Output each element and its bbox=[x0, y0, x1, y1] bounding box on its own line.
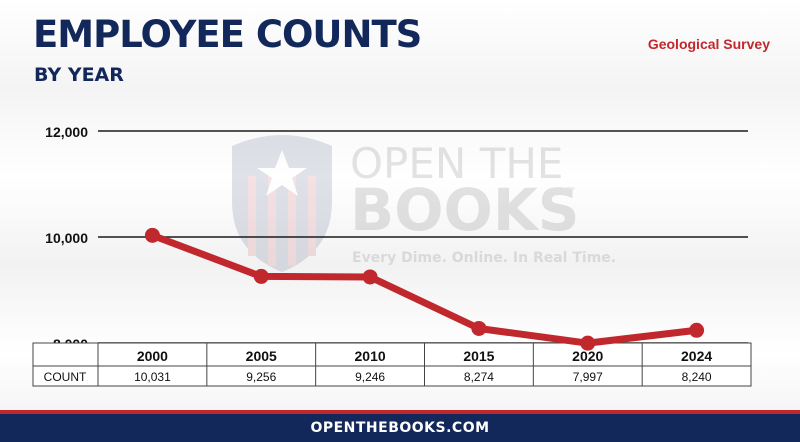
data-point bbox=[471, 320, 487, 336]
agency-label: Geological Survey bbox=[647, 36, 770, 52]
x-tick-label: 2000 bbox=[137, 348, 168, 364]
data-label: 9,246 bbox=[355, 370, 385, 384]
data-label: 9,256 bbox=[246, 370, 276, 384]
footer-bar: OPENTHEBOOKS.COM bbox=[0, 410, 800, 442]
chart-subtitle: BY YEAR bbox=[34, 64, 124, 86]
x-tick-label: 2024 bbox=[681, 348, 712, 364]
y-tick-label: 12,000 bbox=[45, 124, 88, 140]
data-point bbox=[144, 227, 160, 243]
data-label: 8,274 bbox=[464, 370, 494, 384]
chart-title: EMPLOYEE COUNTS bbox=[33, 13, 422, 56]
data-point bbox=[362, 269, 378, 285]
x-tick-label: 2015 bbox=[463, 348, 494, 364]
footer-link[interactable]: OPENTHEBOOKS.COM bbox=[310, 420, 490, 436]
watermark-line1: OPEN THE bbox=[350, 139, 563, 188]
y-tick-label: 10,000 bbox=[45, 230, 88, 246]
data-table bbox=[32, 342, 752, 387]
x-tick-label: 2005 bbox=[246, 348, 277, 364]
data-point bbox=[253, 268, 269, 284]
table-row-label: COUNT bbox=[44, 370, 87, 384]
x-tick-label: 2020 bbox=[572, 348, 603, 364]
data-point bbox=[689, 322, 705, 338]
data-label: 7,997 bbox=[573, 370, 603, 384]
data-label: 10,031 bbox=[134, 370, 171, 384]
x-tick-label: 2010 bbox=[355, 348, 386, 364]
watermark-tagline: Every Dime. Online. In Real Time. bbox=[352, 250, 616, 266]
watermark-trademark: ™ bbox=[565, 185, 577, 199]
data-label: 8,240 bbox=[682, 370, 712, 384]
watermark-line2: BOOKS bbox=[350, 176, 580, 244]
series-line bbox=[148, 231, 701, 347]
data-point bbox=[580, 335, 596, 351]
